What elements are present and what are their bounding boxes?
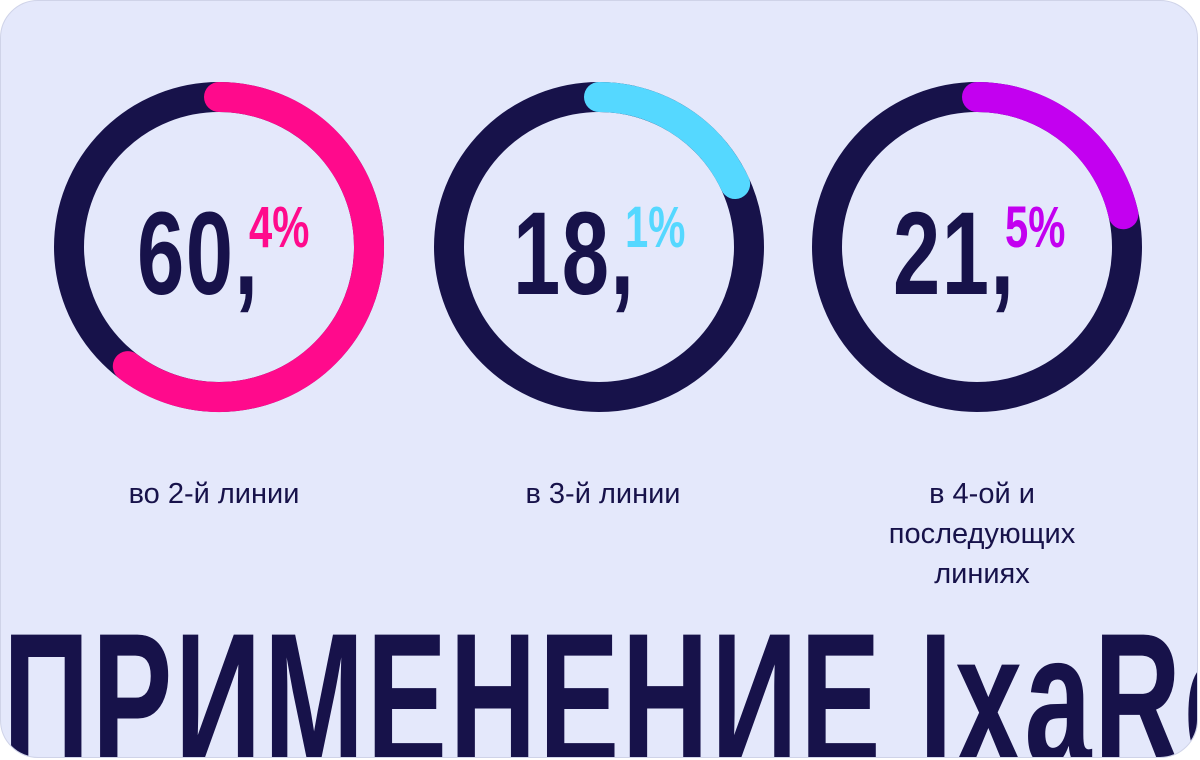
value-integer-2nd-line: 60, [137,188,260,320]
donut-arc-4th-line [962,82,1139,230]
headline: ПРИМЕНЕНИЕ IxaRd [3,594,1198,758]
value-fraction-2nd-line: 4% [249,195,310,260]
donut-chart-2nd-line [54,82,384,412]
value-integer-4th-line: 21, [893,188,1016,320]
caption-3rd-line: в 3-й линии [435,474,771,514]
caption-line: в 4-ой и [929,478,1035,510]
donut-chart-3rd-line [434,82,764,412]
donut-arc-2nd-line [112,82,384,412]
caption-2nd-line: во 2-й линии [46,474,382,514]
caption-line: линиях [934,558,1030,590]
donut-arc-3rd-line [584,82,751,199]
donut-chart-4th-line [812,82,1142,412]
value-integer-3rd-line: 18, [513,188,636,320]
donut-4th-and-further-lines: 21, 5% [809,79,1145,415]
donut-2nd-line: 60, 4% [51,79,387,415]
value-fraction-3rd-line: 1% [625,195,686,260]
donut-3rd-line: 18, 1% [431,79,767,415]
caption-line: последующих [888,518,1076,550]
caption-line: в 3-й линии [525,478,681,510]
caption-line: во 2-й линии [128,478,300,510]
value-fraction-4th-line: 5% [1005,195,1066,260]
caption-4th-line: в 4-ой и последующих линиях [814,474,1150,594]
